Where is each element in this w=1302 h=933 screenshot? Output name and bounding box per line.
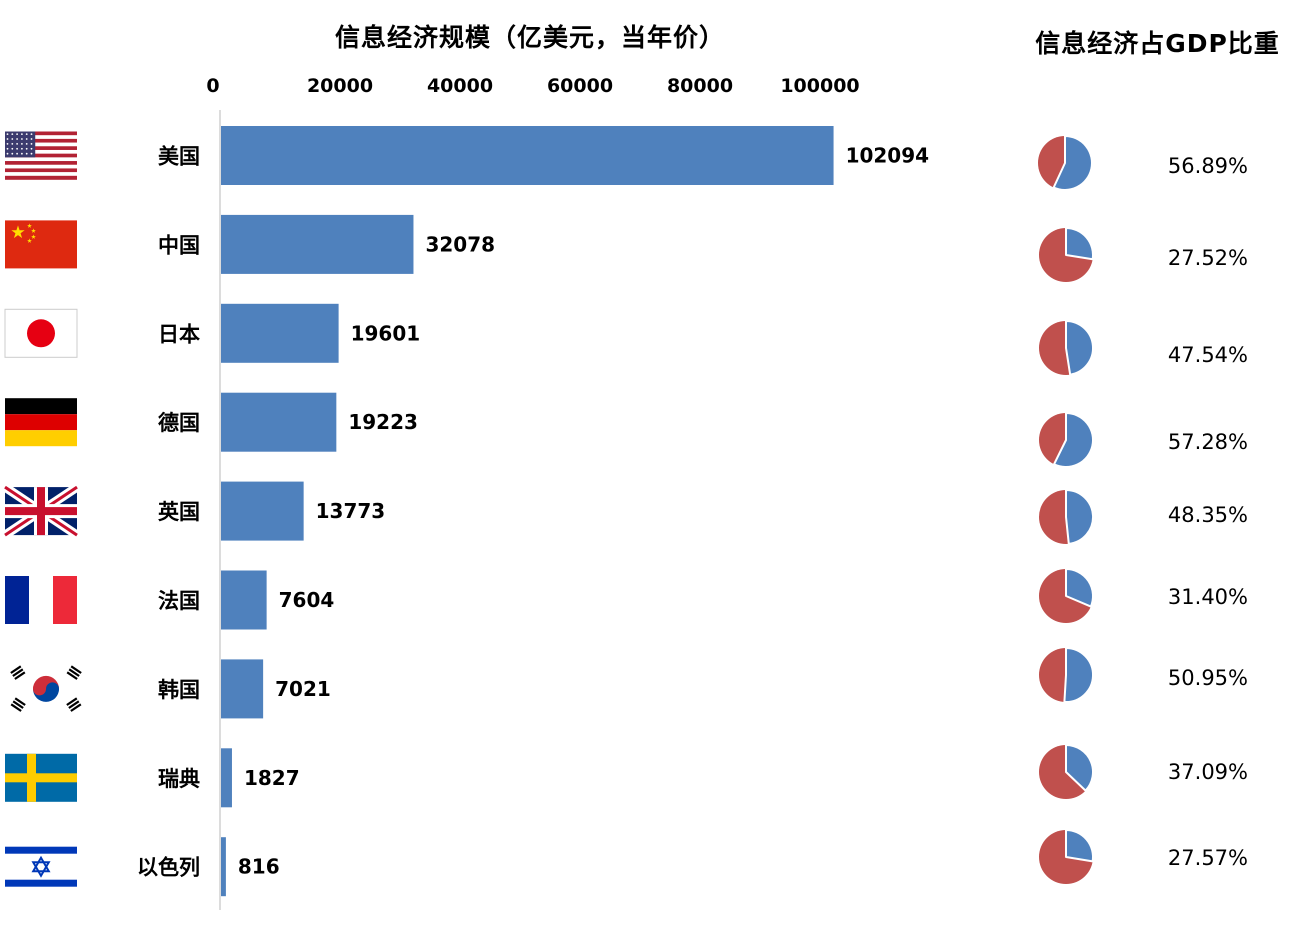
data-label: 7604: [279, 588, 335, 612]
data-label: 19223: [348, 410, 418, 434]
pie-percent-label: 50.95%: [1168, 666, 1248, 690]
bar: [221, 214, 414, 274]
data-label: 1827: [244, 766, 300, 790]
x-tick-label: 20000: [307, 75, 373, 97]
pie-slice-share: [1065, 488, 1095, 545]
data-label: 816: [238, 855, 280, 879]
x-tick-label: 40000: [427, 75, 493, 97]
de-flag-icon: [5, 398, 77, 447]
bar: [221, 659, 264, 719]
data-label: 7021: [275, 677, 331, 701]
category-label: 以色列: [137, 856, 200, 880]
bar: [221, 570, 267, 630]
pie-slice-share: [1065, 744, 1094, 792]
pie-percent-label: 48.35%: [1168, 503, 1248, 527]
category-label: 日本: [158, 322, 200, 346]
pie-percent-label: 31.40%: [1168, 585, 1248, 609]
bar: [221, 392, 337, 452]
category-label: 法国: [158, 589, 200, 613]
pie-slice-share: [1052, 135, 1093, 191]
pie-slice-share: [1063, 647, 1095, 703]
pie-slice-share: [1065, 227, 1094, 261]
data-label: 19601: [351, 321, 421, 345]
cn-flag-icon: [5, 220, 77, 269]
bar-chart-title: 信息经济规模（亿美元，当年价）: [334, 23, 725, 52]
data-label: 102094: [846, 144, 930, 168]
category-label: 中国: [158, 233, 200, 257]
x-tick-label: 80000: [667, 75, 733, 97]
pie-percent-label: 56.89%: [1168, 154, 1248, 178]
fr-flag-icon: [5, 576, 77, 624]
x-tick-label: 100000: [780, 75, 859, 97]
pie-slice-share: [1053, 412, 1095, 468]
bar: [221, 837, 226, 897]
category-label: 英国: [158, 500, 200, 524]
pie-percent-label: 27.52%: [1168, 246, 1248, 270]
pie-slice-share: [1065, 829, 1094, 863]
x-tick-label: 60000: [547, 75, 613, 97]
gb-flag-icon: [2, 483, 80, 539]
category-label: 瑞典: [158, 767, 200, 791]
pie-percent-label: 47.54%: [1168, 343, 1248, 367]
pie-percent-label: 57.28%: [1168, 430, 1248, 454]
x-tick-label: 0: [206, 75, 219, 97]
bar: [221, 126, 834, 185]
category-label: 美国: [158, 145, 200, 169]
us-flag-icon: [5, 131, 77, 180]
category-label: 韩国: [158, 678, 200, 702]
bar: [221, 481, 304, 541]
pie-chart-title: 信息经济占GDP比重: [1035, 29, 1280, 58]
pie-percent-label: 37.09%: [1168, 760, 1248, 784]
il-flag-icon: [5, 842, 77, 891]
bar: [221, 303, 339, 363]
data-label: 32078: [425, 232, 495, 256]
pie-percent-label: 27.57%: [1168, 846, 1248, 870]
pie-slice-share: [1065, 568, 1094, 608]
bar: [221, 748, 232, 808]
jp-flag-icon: [4, 308, 78, 358]
se-flag-icon: [5, 753, 77, 802]
pie-slice-share: [1065, 320, 1095, 376]
kr-flag-icon: [5, 660, 87, 717]
category-label: 德国: [158, 411, 200, 435]
data-label: 13773: [316, 499, 386, 523]
